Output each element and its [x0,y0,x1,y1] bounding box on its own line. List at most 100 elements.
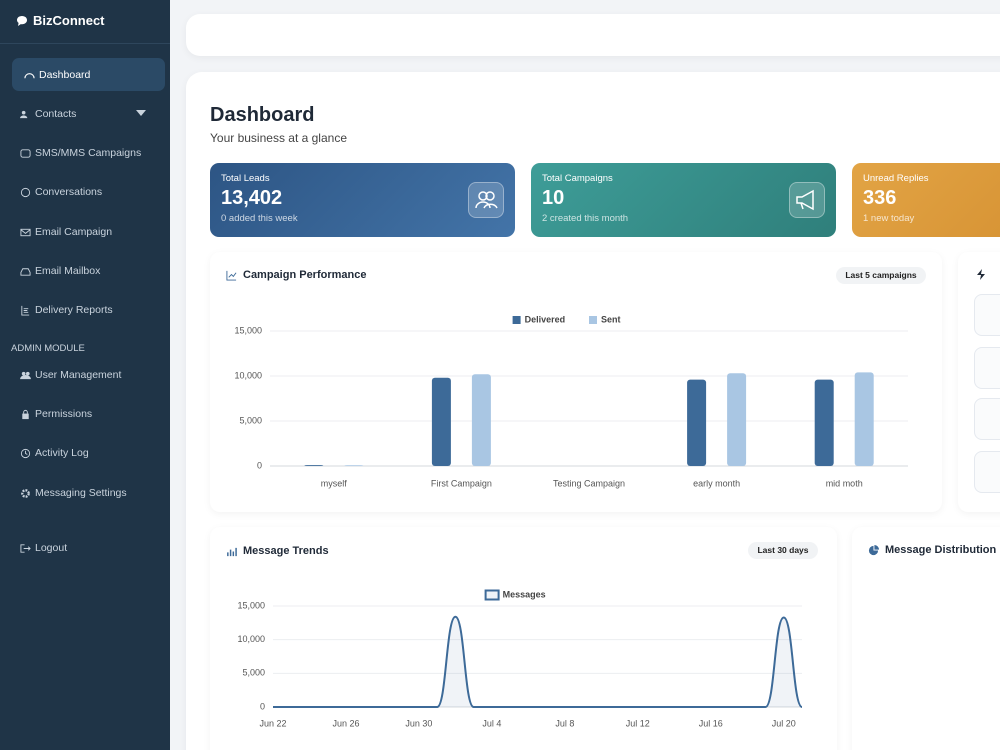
y-tick-label: 0 [260,701,265,711]
nav-item[interactable]: Dashboard [24,69,90,81]
stat-value: 336 [863,187,897,209]
icon [20,267,31,276]
line-area [273,616,802,707]
badge: Last 5 campaigns [836,267,926,284]
x-tick-label: Jul 12 [626,718,650,728]
nav-item[interactable]: Logout [20,542,67,554]
nav-label: Activity Log [35,447,89,459]
nav-item[interactable]: User Management [20,369,121,381]
panel-title-text: Campaign Performance [243,269,367,281]
nav-item[interactable]: Delivery Reports [20,304,113,316]
icon [22,409,29,419]
legend-swatch [589,316,597,324]
quick-action[interactable] [974,294,1000,336]
nav-item[interactable]: Conversations [20,186,102,198]
brand[interactable]: BizConnect [16,13,105,28]
bar [471,374,491,466]
y-tick-label: 10,000 [237,634,265,644]
x-tick-label: Jul 20 [772,718,796,728]
x-tick-label: Jun 22 [259,718,286,728]
nav-label: Messaging Settings [35,487,127,499]
x-tick-label: Jun 26 [332,718,359,728]
nav-item[interactable]: SMS/MMS Campaigns [20,147,141,159]
nav-label: Email Campaign [35,226,113,238]
stat-note: 0 added this week [221,213,298,224]
stat-icon [468,182,504,218]
page-title: Dashboard [210,104,315,126]
y-tick-label: 15,000 [237,600,265,610]
bar [431,377,451,466]
stat-icon [789,182,825,218]
icon [20,187,31,197]
divider [0,43,170,44]
trends-panel [210,527,837,750]
panel-title: Message Trends [226,545,329,557]
nav-item[interactable]: Contacts [20,108,76,120]
icon [20,448,31,458]
brand-icon [17,15,27,26]
bar [687,379,707,466]
bar [727,373,747,466]
stat-note: 1 new today [863,213,915,224]
bar [304,465,324,466]
nav-label: Dashboard [39,69,91,81]
stat-note: 2 created this month [542,213,629,224]
stat-card[interactable]: Total Leads 13,402 0 added this week [210,163,515,237]
x-tick-label: myself [321,478,348,488]
quick-action[interactable] [974,451,1000,493]
top-bar [186,14,1000,56]
icon [20,543,31,553]
icon [21,305,30,316]
line [273,615,803,708]
stat-label: Unread Replies [863,173,929,184]
nav-label: Logout [35,542,68,554]
x-tick-label: Jun 30 [405,718,432,728]
y-tick-label: 5,000 [239,415,262,425]
x-tick-label: Jul 4 [482,718,501,728]
stat-value: 10 [542,187,565,209]
dropdown-caret[interactable] [136,110,146,116]
nav-item[interactable]: Messaging Settings [20,487,127,499]
badge: Last 30 days [748,542,818,559]
quick-action[interactable] [974,347,1000,389]
nav-item[interactable]: Activity Log [20,447,89,459]
nav-label: Conversations [35,186,103,198]
stat-label: Total Leads [221,173,270,184]
icon [20,228,31,236]
x-tick-label: First Campaign [431,478,492,488]
stat-card[interactable]: Total Campaigns 10 2 created this month [531,163,836,237]
panel-title: Message Distribution [868,544,996,556]
icon [20,148,31,158]
nav-item[interactable]: Permissions [20,408,92,420]
x-tick-label: Jul 16 [699,718,723,728]
section-label: ADMIN MODULE [11,343,85,354]
x-tick-label: mid moth [826,478,863,488]
nav-item[interactable]: Email Mailbox [20,265,100,277]
y-tick-label: 10,000 [234,370,262,380]
sidebar: BizConnect Dashboard Contacts SMS/MMS Ca… [0,0,170,750]
quick-action[interactable] [974,398,1000,440]
nav-label: User Management [35,369,122,381]
panel-title-text: Message Distribution [885,544,997,556]
active-highlight [12,58,165,91]
nav-label: Email Mailbox [35,265,101,277]
nav-item[interactable]: Email Campaign [20,226,112,238]
stat-card[interactable]: Unread Replies 336 1 new today [852,163,1000,237]
legend-swatch [512,316,521,324]
y-tick-label: 5,000 [242,668,265,678]
bar [854,372,874,466]
x-tick-label: early month [693,478,740,488]
legend-swatch [484,589,500,601]
distribution-panel [852,527,1000,750]
nav-label: Contacts [35,108,77,120]
icon [21,488,30,498]
legend-label: Sent [601,314,621,324]
panel-title: Campaign Performance [226,269,366,281]
icon [24,72,35,78]
y-tick-label: 0 [257,460,262,470]
x-tick-label: Testing Campaign [553,478,625,488]
legend-label: Messages [503,589,546,599]
x-tick-label: Jul 8 [555,718,574,728]
